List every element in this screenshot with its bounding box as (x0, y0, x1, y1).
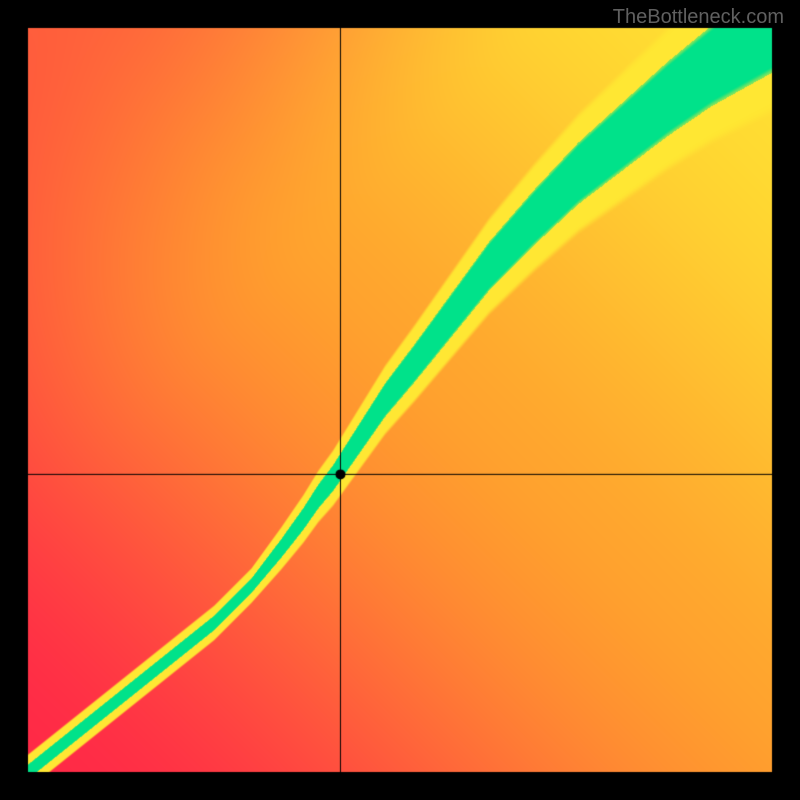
chart-container: TheBottleneck.com (0, 0, 800, 800)
watermark-text: TheBottleneck.com (613, 6, 784, 29)
heatmap-canvas (0, 0, 800, 800)
